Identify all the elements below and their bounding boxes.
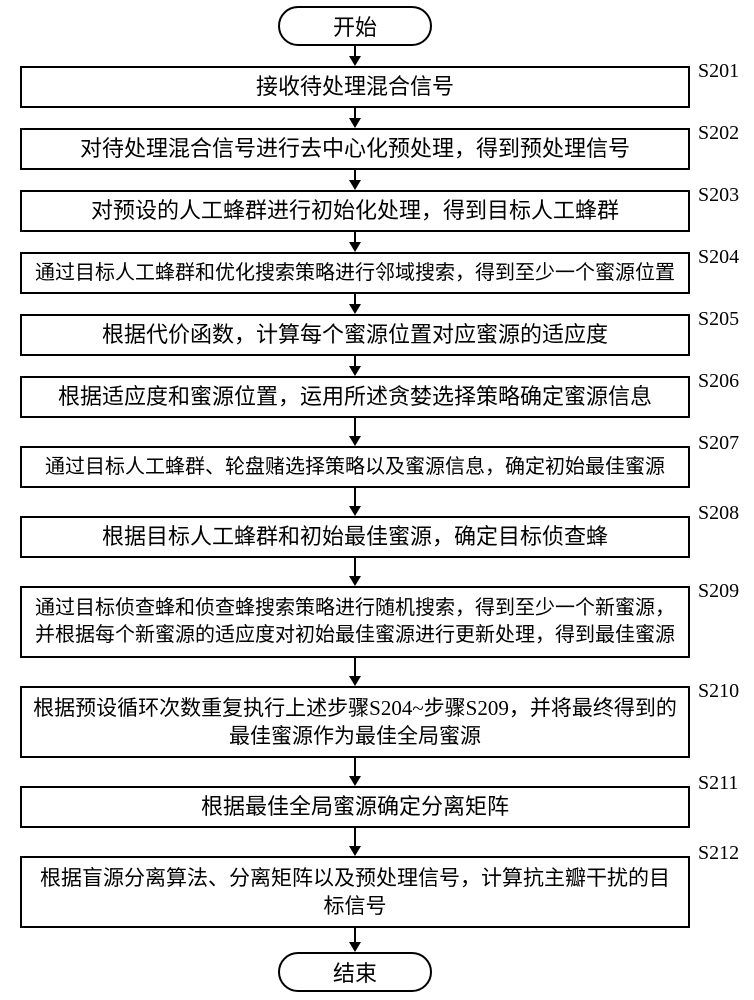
step-label-S202: S202 xyxy=(698,122,739,145)
step-box-S210: 根据预设循环次数重复执行上述步骤S204~步骤S209，并将最终得到的最佳蜜源作… xyxy=(20,686,690,758)
step-box-S207: 通过目标人工蜂群、轮盘赌选择策略以及蜜源信息，确定初始最佳蜜源 xyxy=(20,446,690,488)
step-box-S205: 根据代价函数，计算每个蜜源位置对应蜜源的适应度 xyxy=(20,314,690,356)
arrow-head-7 xyxy=(349,506,361,516)
arrow-line-6 xyxy=(354,418,356,436)
arrow-head-0 xyxy=(349,56,361,66)
step-box-S204: 通过目标人工蜂群和优化搜索策略进行邻域搜索，得到至少一个蜜源位置 xyxy=(20,252,690,294)
arrow-line-10 xyxy=(354,758,356,776)
arrow-head-12 xyxy=(349,942,361,952)
step-box-S208: 根据目标人工蜂群和初始最佳蜜源，确定目标侦查蜂 xyxy=(20,516,690,558)
step-box-S209: 通过目标侦查蜂和侦查蜂搜索策略进行随机搜索，得到至少一个新蜜源，并根据每个新蜜源… xyxy=(20,586,690,658)
arrow-head-10 xyxy=(349,776,361,786)
arrow-head-6 xyxy=(349,436,361,446)
arrow-line-11 xyxy=(354,828,356,846)
arrow-head-8 xyxy=(349,576,361,586)
step-label-S212: S212 xyxy=(698,842,739,865)
arrow-head-11 xyxy=(349,846,361,856)
step-label-S210: S210 xyxy=(698,680,739,703)
arrow-line-1 xyxy=(354,108,356,118)
step-label-S211: S211 xyxy=(698,772,738,795)
step-box-S201: 接收待处理混合信号 xyxy=(20,66,690,108)
arrow-line-9 xyxy=(354,658,356,676)
step-label-S204: S204 xyxy=(698,246,739,269)
step-box-S202: 对待处理混合信号进行去中心化预处理，得到预处理信号 xyxy=(20,128,690,170)
flowchart-canvas: 开始结束 接收待处理混合信号 S201 对待处理混合信号进行去中心化预处理，得到预处理… xyxy=(0,0,754,1000)
step-label-S206: S206 xyxy=(698,370,739,393)
arrow-line-4 xyxy=(354,294,356,304)
terminal-end: 结束 xyxy=(278,952,432,992)
arrow-head-4 xyxy=(349,304,361,314)
arrow-line-7 xyxy=(354,488,356,506)
arrow-line-0 xyxy=(354,46,356,56)
arrow-line-3 xyxy=(354,232,356,242)
arrow-head-9 xyxy=(349,676,361,686)
step-label-S207: S207 xyxy=(698,432,739,455)
step-box-S203: 对预设的人工蜂群进行初始化处理，得到目标人工蜂群 xyxy=(20,190,690,232)
arrow-line-5 xyxy=(354,356,356,366)
arrow-head-3 xyxy=(349,242,361,252)
arrow-line-8 xyxy=(354,558,356,576)
step-label-S205: S205 xyxy=(698,308,739,331)
terminal-start: 开始 xyxy=(278,6,432,46)
step-label-S201: S201 xyxy=(698,60,739,83)
arrow-line-2 xyxy=(354,170,356,180)
step-label-S203: S203 xyxy=(698,184,739,207)
arrow-head-2 xyxy=(349,180,361,190)
arrow-line-12 xyxy=(354,928,356,942)
step-box-S211: 根据最佳全局蜜源确定分离矩阵 xyxy=(20,786,690,828)
step-box-S212: 根据盲源分离算法、分离矩阵以及预处理信号，计算抗主瓣干扰的目标信号 xyxy=(20,856,690,928)
arrow-head-1 xyxy=(349,118,361,128)
step-label-S209: S209 xyxy=(698,580,739,603)
step-box-S206: 根据适应度和蜜源位置，运用所述贪婪选择策略确定蜜源信息 xyxy=(20,376,690,418)
step-label-S208: S208 xyxy=(698,502,739,525)
arrow-head-5 xyxy=(349,366,361,376)
